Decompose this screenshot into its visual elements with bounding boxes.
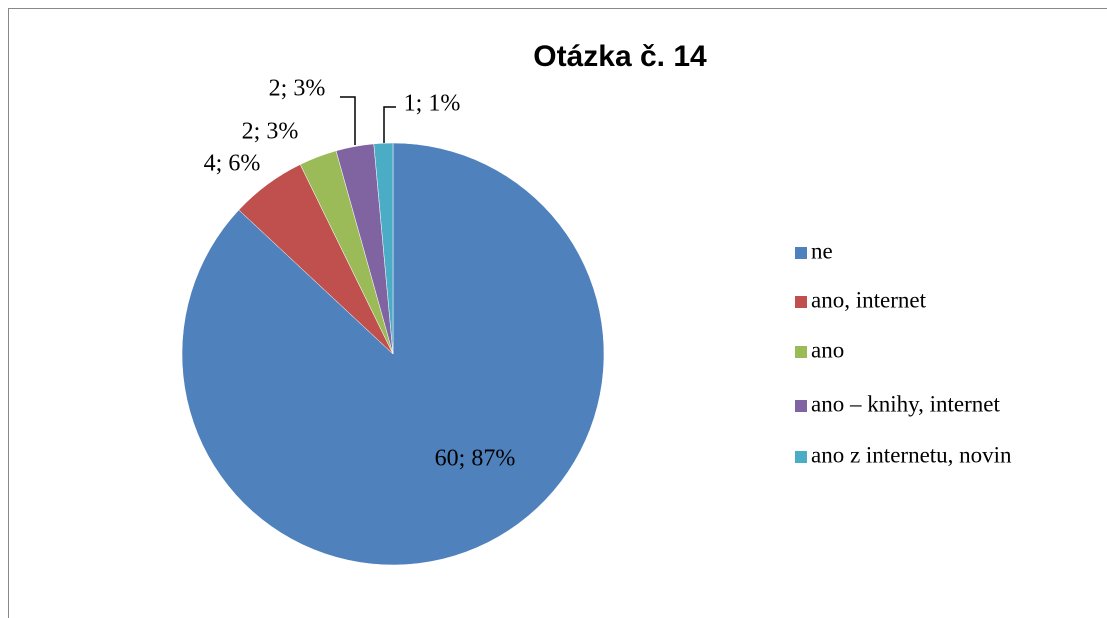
legend-swatch bbox=[795, 451, 807, 463]
chart-frame bbox=[8, 8, 1107, 618]
data-label: 1; 1% bbox=[404, 91, 461, 117]
legend-swatch bbox=[795, 400, 807, 412]
pie-slice bbox=[373, 142, 394, 355]
legend-label: ne bbox=[811, 238, 833, 263]
legend-swatch bbox=[795, 346, 807, 358]
legend-label: ano – knihy, internet bbox=[811, 391, 1000, 416]
legend-label: ano, internet bbox=[811, 287, 927, 312]
legend-label: ano z internetu, novin bbox=[811, 442, 1012, 467]
legend-label: ano bbox=[811, 337, 844, 362]
leader-line bbox=[383, 106, 396, 145]
leader-line bbox=[340, 96, 356, 145]
legend-swatch bbox=[795, 247, 807, 259]
chart-title: Otázka č. 14 bbox=[533, 40, 707, 73]
data-label: 60; 87% bbox=[435, 446, 516, 472]
data-label: 2; 3% bbox=[242, 119, 299, 145]
data-label: 4; 6% bbox=[204, 151, 261, 177]
legend-swatch bbox=[795, 296, 807, 308]
data-label: 2; 3% bbox=[269, 76, 326, 102]
